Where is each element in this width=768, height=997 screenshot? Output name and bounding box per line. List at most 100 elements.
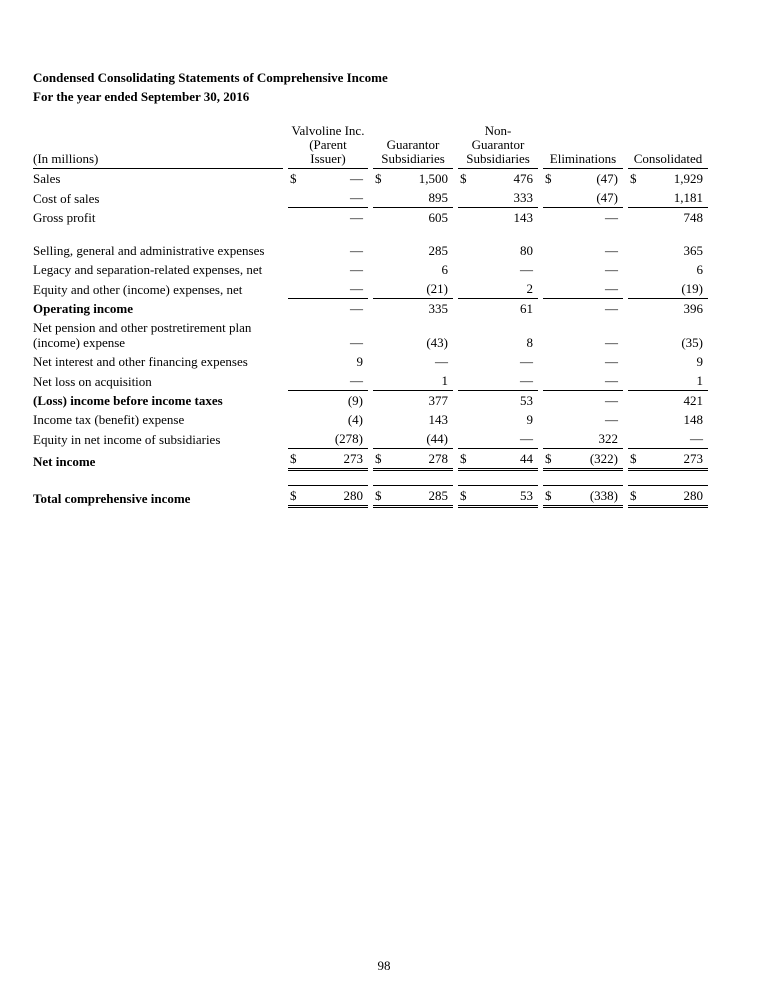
header-line: Issuer) — [310, 151, 346, 166]
table-cell: (4) — [288, 410, 368, 429]
cell-value: 322 — [598, 431, 619, 446]
dollar-sign: $ — [460, 488, 467, 503]
cell-value: 53 — [520, 488, 533, 503]
cell-content: — — [543, 262, 623, 277]
table-cell: — — [458, 352, 538, 371]
cell-value: 148 — [683, 412, 704, 427]
table-cell: $44 — [458, 449, 538, 471]
dollar-sign: $ — [375, 451, 382, 466]
header-line: Guarantor — [386, 137, 440, 152]
table-cell: 1,181 — [628, 188, 708, 208]
table-cell: — — [458, 260, 538, 279]
cell-value: 1,929 — [673, 171, 703, 186]
cell-content: 396 — [628, 301, 708, 316]
table-row: Net pension and other postretirement pla… — [33, 318, 708, 352]
cell-value: 895 — [428, 190, 449, 205]
cell-value: (322) — [589, 451, 618, 466]
cell-value: 285 — [428, 243, 449, 258]
cell-content: (44) — [373, 431, 453, 446]
table-cell: — — [288, 318, 368, 352]
cell-content: 322 — [543, 431, 623, 446]
cell-content: 285 — [373, 243, 453, 258]
table-cell: (44) — [373, 429, 453, 449]
spacer-cell — [33, 227, 708, 241]
row-label: Total comprehensive income — [33, 491, 191, 506]
table-row: Cost of sales — 895 333 (47) 1,181 — [33, 188, 708, 208]
header-line: (Parent — [309, 137, 347, 152]
cell-content: 2 — [458, 281, 538, 296]
cell-value: 377 — [428, 393, 449, 408]
cell-value: 421 — [683, 393, 704, 408]
table-cell: — — [458, 429, 538, 449]
cell-content: — — [543, 393, 623, 408]
cell-content: — — [543, 335, 623, 350]
table-header: (In millions) Valvoline Inc. (Parent Issuer… — [33, 122, 708, 169]
cell-content: — — [373, 354, 453, 369]
table-row: Net loss on acquisition — 1 — — 1 — [33, 371, 708, 391]
cell-content: 143 — [373, 412, 453, 427]
cell-content: — — [288, 210, 368, 225]
table-cell: 6 — [628, 260, 708, 279]
cell-content: — — [288, 281, 368, 296]
cell-value: — — [350, 373, 363, 388]
header-row: (In millions) Valvoline Inc. (Parent Issuer… — [33, 122, 708, 169]
cell-value: (43) — [426, 335, 448, 350]
table-cell: 1 — [628, 371, 708, 391]
cell-value: 333 — [513, 190, 534, 205]
cell-content: $273 — [628, 451, 708, 466]
table-cell: — — [543, 260, 623, 279]
document-title: Condensed Consolidating Statements of Co… — [33, 70, 388, 85]
cell-value: (47) — [596, 171, 618, 186]
table-cell: — — [373, 352, 453, 371]
dollar-sign: $ — [290, 488, 297, 503]
cell-content: — — [458, 354, 538, 369]
cell-content: 377 — [373, 393, 453, 408]
cell-content: 9 — [458, 412, 538, 427]
table-cell: 322 — [543, 429, 623, 449]
cell-content: 80 — [458, 243, 538, 258]
cell-content: $53 — [458, 488, 538, 503]
table-cell: — — [288, 279, 368, 299]
cell-content: $ (322) — [543, 451, 623, 466]
cell-content: 9 — [628, 354, 708, 369]
header-line: Eliminations — [549, 151, 617, 166]
cell-content: $ (47) — [543, 171, 623, 186]
row-label: Equity and other (income) expenses, net — [33, 282, 243, 297]
table-row: Sales $ — $1,500 $476 $ (47) $1,929 — [33, 169, 708, 188]
cell-content: 53 — [458, 393, 538, 408]
cell-content: (35) — [628, 335, 708, 350]
cell-value: 1 — [696, 373, 704, 388]
cell-value: — — [605, 243, 618, 258]
table-cell: 61 — [458, 299, 538, 318]
cell-content: (47) — [543, 190, 623, 205]
cell-value: 9 — [356, 354, 364, 369]
table-cell: — — [543, 410, 623, 429]
cell-value: 44 — [520, 451, 533, 466]
cell-content: (9) — [288, 393, 368, 408]
cell-value: 605 — [428, 210, 449, 225]
table-cell: — — [543, 241, 623, 260]
table-cell: $53 — [458, 485, 538, 508]
cell-value: (4) — [347, 412, 363, 427]
cell-value: (44) — [426, 431, 448, 446]
cell-value: — — [605, 301, 618, 316]
cell-content: — — [543, 412, 623, 427]
cell-value: (19) — [681, 281, 703, 296]
table-cell: 8 — [458, 318, 538, 352]
table-cell: $273 — [288, 449, 368, 471]
table-cell: — — [543, 208, 623, 227]
cell-content: (278) — [288, 431, 368, 446]
dollar-sign: $ — [630, 451, 637, 466]
page-number: 98 — [377, 958, 391, 973]
cell-value: 2 — [526, 281, 534, 296]
cell-value: 396 — [683, 301, 704, 316]
spacer-row — [33, 471, 708, 485]
dollar-sign: $ — [545, 171, 552, 186]
table-cell: (278) — [288, 429, 368, 449]
financial-table: (In millions) Valvoline Inc. (Parent Issuer… — [28, 122, 713, 508]
cell-content: $476 — [458, 171, 538, 186]
cell-value: — — [350, 243, 363, 258]
cell-content: 1 — [373, 373, 453, 388]
cell-content: $285 — [373, 488, 453, 503]
table-row: (Loss) income before income taxes (9) 377 5… — [33, 391, 708, 410]
